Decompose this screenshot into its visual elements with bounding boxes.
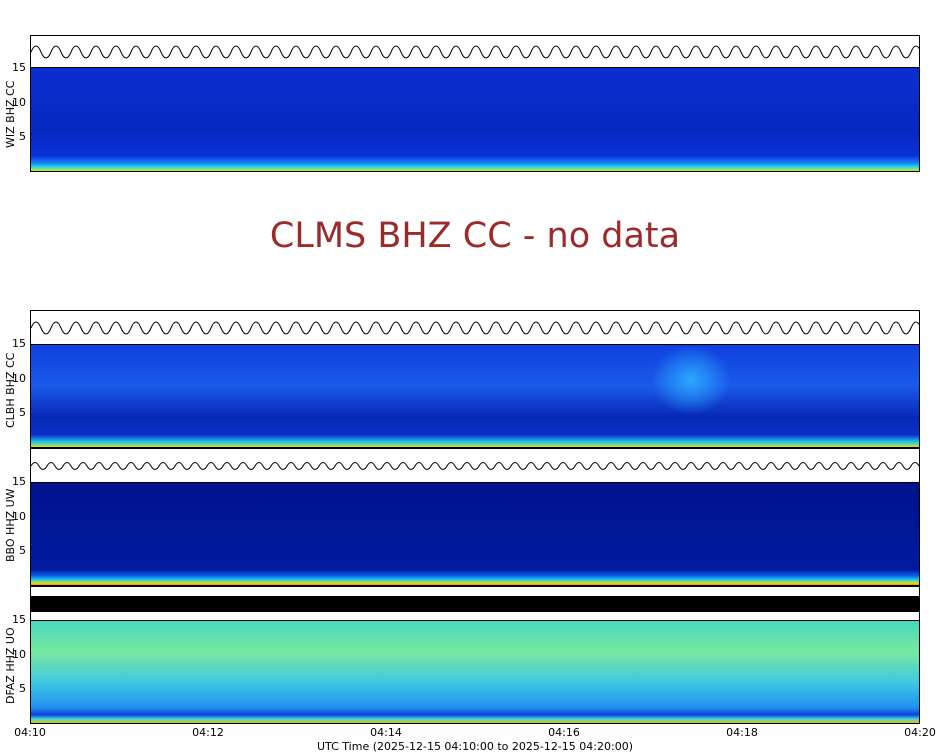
xtick: 04:14 [370, 726, 402, 739]
ytick: 10 [12, 648, 26, 661]
waveform-bbo [30, 448, 920, 483]
xtick: 04:20 [904, 726, 936, 739]
ytick: 5 [19, 544, 26, 557]
spectrogram-clbh [30, 344, 920, 448]
ytick: 5 [19, 130, 26, 143]
ytick: 15 [12, 61, 26, 74]
spectrogram-wiz [30, 67, 920, 172]
ytick: 15 [12, 613, 26, 626]
xtick: 04:18 [726, 726, 758, 739]
spectrogram-dfaz [30, 620, 920, 724]
x-axis-label: UTC Time (2025-12-15 04:10:00 to 2025-12… [317, 740, 633, 753]
ytick: 10 [12, 96, 26, 109]
ytick: 10 [12, 510, 26, 523]
xtick: 04:16 [548, 726, 580, 739]
ytick: 10 [12, 372, 26, 385]
waveform-clbh [30, 310, 920, 345]
xtick: 04:10 [14, 726, 46, 739]
waveform-wiz [30, 35, 920, 68]
ytick: 15 [12, 475, 26, 488]
xtick: 04:12 [192, 726, 224, 739]
waveform-dfaz [30, 586, 920, 621]
no-data-message: CLMS BHZ CC - no data [269, 216, 681, 256]
ytick: 5 [19, 682, 26, 695]
spectrogram-bbo [30, 482, 920, 586]
ytick: 5 [19, 406, 26, 419]
ytick: 15 [12, 337, 26, 350]
